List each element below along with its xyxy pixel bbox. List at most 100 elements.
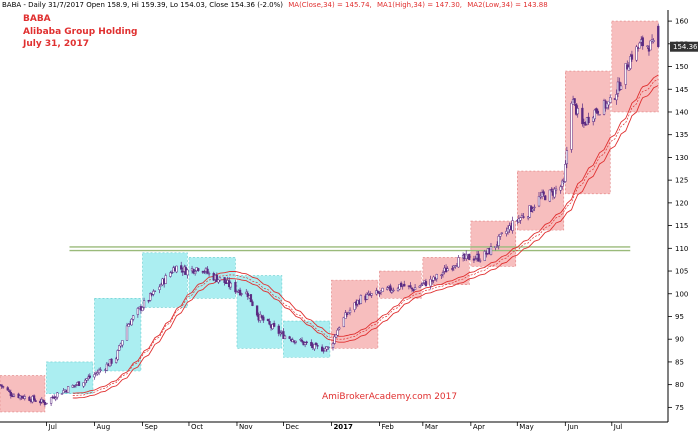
y-tick-label-12: 135 bbox=[675, 131, 688, 139]
candle-body-78 bbox=[169, 272, 172, 277]
candle-body-35 bbox=[74, 384, 78, 387]
header-prefix: BABA - Daily 31/7/2017 Open 158.9, Hi 15… bbox=[2, 1, 283, 9]
candle-body-69 bbox=[149, 293, 152, 301]
candle-body-228 bbox=[494, 246, 497, 248]
candle-body-142 bbox=[305, 341, 308, 344]
candle-body-190 bbox=[410, 287, 414, 290]
chart-title-company: Alibaba Group Holding bbox=[23, 27, 137, 37]
candle-body-77 bbox=[164, 275, 167, 284]
x-tick-label-12: Jul bbox=[613, 423, 623, 431]
candle-body-232 bbox=[500, 232, 503, 234]
candle-body-87 bbox=[186, 269, 189, 276]
candle-body-102 bbox=[218, 277, 222, 281]
candle-body-178 bbox=[386, 287, 389, 290]
x-tick-label-1: Aug bbox=[96, 423, 110, 431]
candle-body-40 bbox=[85, 378, 88, 381]
candle-body-68 bbox=[147, 300, 150, 302]
candle-body-262 bbox=[565, 150, 569, 165]
candle-body-90 bbox=[194, 271, 197, 274]
candle-body-277 bbox=[598, 114, 601, 116]
candle-body-141 bbox=[303, 342, 307, 345]
candle-body-7 bbox=[12, 394, 16, 397]
candle-body-74 bbox=[159, 284, 163, 287]
candle-body-302 bbox=[652, 40, 655, 42]
range-box-8 bbox=[379, 270, 422, 299]
candle-body-202 bbox=[435, 274, 438, 280]
candle-body-182 bbox=[392, 289, 395, 292]
candle-body-247 bbox=[533, 206, 536, 209]
candle-body-272 bbox=[587, 116, 590, 123]
range-box-1 bbox=[46, 361, 94, 395]
y-tick-label-6: 105 bbox=[675, 268, 688, 276]
x-tick-label-11: Jun bbox=[566, 423, 578, 431]
candle-body-23 bbox=[49, 397, 53, 404]
candle-body-248 bbox=[537, 196, 541, 207]
candle-body-89 bbox=[192, 268, 195, 274]
candle-body-133 bbox=[288, 336, 291, 339]
candle-body-59 bbox=[127, 324, 130, 327]
candle-body-150 bbox=[324, 348, 327, 352]
candle-body-175 bbox=[378, 292, 381, 295]
candle-body-107 bbox=[229, 282, 232, 288]
candle-body-254 bbox=[550, 189, 553, 191]
candle-body-231 bbox=[499, 233, 502, 237]
candle-body-260 bbox=[562, 181, 565, 183]
y-tick-label-15: 150 bbox=[675, 63, 688, 71]
candle-body-61 bbox=[130, 318, 133, 326]
x-axis-ticks: Jul Aug Sep Oct Nov Dec 2017 Feb Mar Apr May Jun Jul bbox=[46, 422, 622, 431]
candle-body-82 bbox=[175, 265, 178, 273]
y-tick-label-11: 130 bbox=[675, 154, 688, 162]
candle-body-183 bbox=[396, 287, 400, 292]
candle-body-222 bbox=[478, 260, 482, 262]
candle-body-197 bbox=[424, 281, 428, 287]
x-tick-label-2: Sep bbox=[144, 423, 158, 431]
candle-body-103 bbox=[223, 277, 226, 283]
x-tick-label-10: May bbox=[519, 423, 533, 431]
candle-body-2 bbox=[1, 386, 5, 388]
range-box-4 bbox=[188, 257, 236, 299]
header-ma-close: MA(Close,34) = 145.74, bbox=[288, 1, 372, 9]
candle-body-297 bbox=[641, 37, 644, 47]
candle-body-12 bbox=[23, 396, 26, 399]
candle-body-282 bbox=[609, 97, 612, 103]
candle-body-199 bbox=[430, 280, 434, 282]
y-tick-label-4: 95 bbox=[675, 313, 684, 321]
ma-low-line bbox=[72, 85, 659, 399]
x-tick-label-5: Dec bbox=[285, 423, 299, 431]
y-tick-label-8: 115 bbox=[675, 222, 688, 230]
candle-body-157 bbox=[338, 327, 341, 330]
candle-body-25 bbox=[53, 396, 56, 399]
candle-body-129 bbox=[279, 332, 282, 335]
candle-body-300 bbox=[649, 40, 652, 51]
candle-body-212 bbox=[457, 257, 460, 268]
candle-body-295 bbox=[638, 42, 641, 49]
candle-body-94 bbox=[203, 271, 206, 273]
candle-body-96 bbox=[206, 268, 209, 274]
candle-body-32 bbox=[66, 386, 70, 394]
candle-body-267 bbox=[576, 108, 579, 115]
candle-body-4 bbox=[8, 390, 11, 392]
candle-body-127 bbox=[272, 322, 276, 327]
candle-body-92 bbox=[197, 268, 200, 271]
candle-body-265 bbox=[573, 98, 576, 103]
candle-body-145 bbox=[313, 343, 316, 350]
candle-body-73 bbox=[158, 286, 161, 290]
candle-body-128 bbox=[277, 325, 280, 334]
candle-body-147 bbox=[316, 345, 319, 347]
candle-body-156 bbox=[336, 329, 339, 336]
candle-body-242 bbox=[522, 216, 525, 218]
candle-body-83 bbox=[180, 265, 183, 270]
candle-body-138 bbox=[299, 339, 302, 341]
candle-body-159 bbox=[344, 312, 347, 319]
candle-body-263 bbox=[570, 102, 573, 150]
candle-body-20 bbox=[42, 399, 45, 403]
candle-body-108 bbox=[234, 282, 237, 293]
candle-body-237 bbox=[511, 220, 514, 231]
candle-body-191 bbox=[412, 289, 415, 291]
y-tick-label-10: 125 bbox=[675, 177, 688, 185]
candle-body-16 bbox=[32, 395, 36, 401]
axes bbox=[0, 10, 669, 423]
candle-body-143 bbox=[310, 341, 313, 347]
candle-body-154 bbox=[333, 336, 336, 344]
